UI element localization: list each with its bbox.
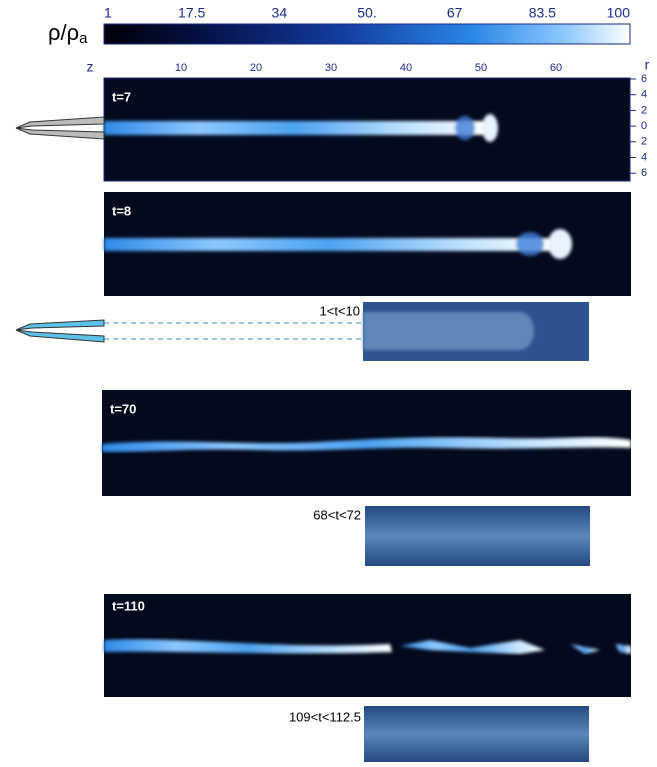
experiment-label: 1<t<10 <box>320 303 361 318</box>
r-tick-label: 6 <box>641 167 647 179</box>
nozzle <box>16 320 104 330</box>
z-tick-label: 10 <box>175 62 187 74</box>
colorbar-tick-label: 17.5 <box>178 5 205 21</box>
nozzle <box>16 117 104 128</box>
colorbar-tick-label: 67 <box>447 5 463 21</box>
r-tick-label: 0 <box>641 120 647 132</box>
r-tick-label: 4 <box>641 151 647 163</box>
experiment-image <box>365 506 590 566</box>
z-tick-label: 50 <box>475 62 487 74</box>
z-axis-label: z <box>87 59 94 75</box>
colorbar-tick-label: 100 <box>607 5 631 21</box>
z-tick-label: 40 <box>400 62 412 74</box>
panel-label: t=8 <box>112 203 131 218</box>
z-tick-label: 60 <box>550 62 562 74</box>
colorbar-tick-label: 50. <box>357 5 376 21</box>
figure: ρ/ρa 117.53450.6783.5100 z r 10203040506… <box>0 0 657 762</box>
z-tick-label: 30 <box>325 62 337 74</box>
panel-label: t=7 <box>112 89 131 104</box>
nozzle <box>16 330 104 342</box>
experiment-image <box>364 706 589 762</box>
r-tick-label: 4 <box>641 89 647 101</box>
colorbar-tick-label: 83.5 <box>529 5 556 21</box>
r-axis-label: r <box>645 57 650 73</box>
panel-label: t=70 <box>110 401 136 416</box>
r-tick-label: 2 <box>641 136 647 148</box>
colorbar-tick-label: 34 <box>272 5 288 21</box>
z-tick-label: 20 <box>250 62 262 74</box>
colorbar-tick-label: 1 <box>104 5 112 21</box>
r-tick-label: 6 <box>641 73 647 85</box>
colorbar <box>104 24 630 44</box>
nozzle <box>16 128 104 139</box>
experiment-label: 109<t<112.5 <box>289 709 361 724</box>
panel-label: t=110 <box>112 598 145 613</box>
colorbar-label: ρ/ρa <box>48 20 88 47</box>
r-tick-label: 2 <box>641 104 647 116</box>
experiment-label: 68<t<72 <box>313 507 361 522</box>
